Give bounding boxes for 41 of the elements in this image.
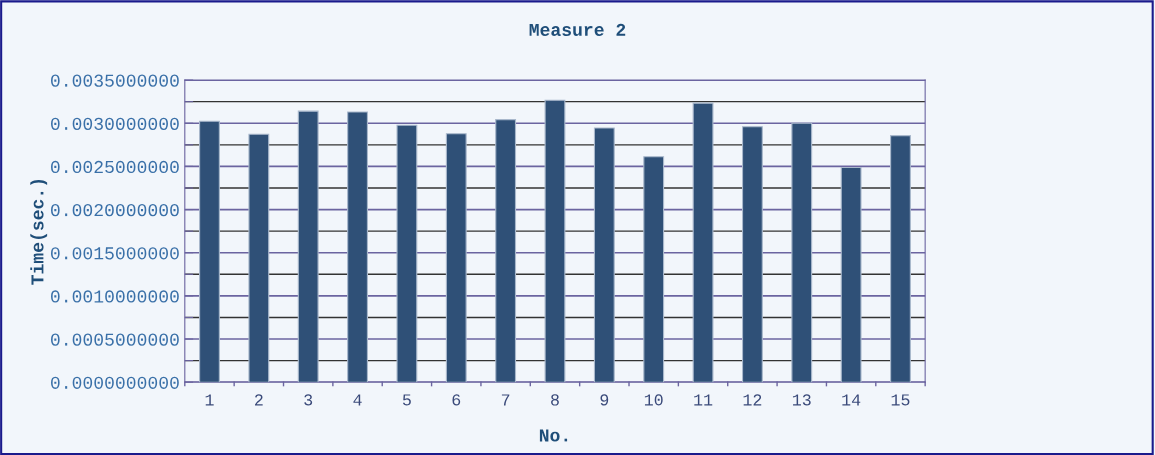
bar (445, 133, 467, 383)
bar (495, 119, 517, 383)
bar (643, 156, 665, 383)
bar (840, 166, 862, 383)
x-tick-label: 4 (353, 394, 362, 406)
bar (890, 135, 911, 383)
x-tick-label: 6 (452, 394, 461, 406)
y-axis-title: Time(sec.) (30, 180, 48, 285)
x-tick-label: 5 (402, 394, 411, 406)
x-tick-label: 7 (501, 394, 510, 406)
x-tick-label: 2 (255, 394, 263, 406)
x-tick-label: 3 (304, 394, 313, 406)
x-tick-label: 9 (600, 394, 609, 406)
bar (297, 110, 319, 383)
x-tick-label: 1 (205, 394, 214, 406)
x-tick-label: 15 (891, 394, 910, 406)
x-tick-label: 10 (644, 394, 663, 406)
bar (692, 102, 714, 383)
bar (791, 122, 813, 383)
x-tick-label: 12 (743, 394, 762, 406)
bar (248, 133, 270, 383)
y-tick-label: 0.0000000000 (51, 376, 179, 389)
y-tick-label: 0.0035000000 (51, 74, 179, 87)
x-axis-title: No. (539, 429, 568, 442)
chart-title: Measure 2 (529, 23, 626, 37)
bar (544, 99, 566, 383)
x-tick-label: 13 (792, 394, 811, 406)
bar (347, 111, 368, 383)
bar (593, 127, 615, 383)
bar (741, 126, 763, 383)
bar (396, 124, 418, 383)
y-tick-label: 0.0020000000 (51, 204, 179, 217)
x-tick-label: 8 (551, 394, 559, 406)
x-tick-label: 14 (842, 394, 861, 406)
y-tick-label: 0.0030000000 (51, 117, 179, 130)
y-tick-label: 0.0010000000 (51, 290, 179, 303)
x-tick-label: 11 (694, 394, 713, 406)
y-tick-label: 0.0025000000 (51, 160, 179, 174)
y-tick-label: 0.0005000000 (51, 333, 179, 346)
y-tick-label: 0.0015000000 (51, 247, 179, 260)
bar (199, 120, 220, 383)
